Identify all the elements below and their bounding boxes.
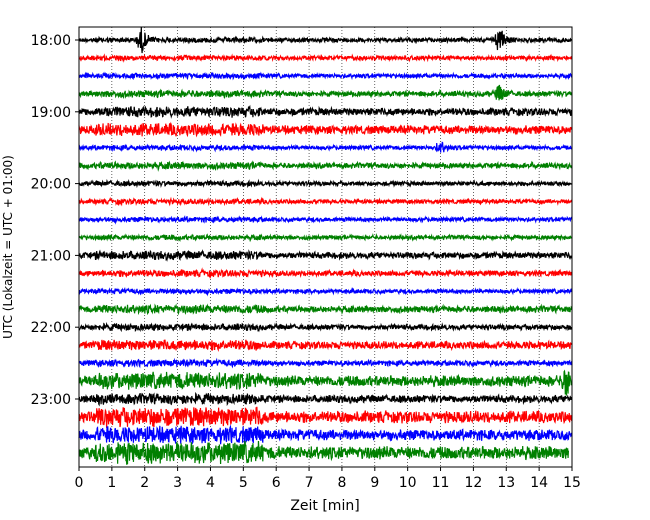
trace-row-1 (78, 53, 573, 63)
x-axis-title: Zeit [min] (290, 498, 359, 514)
trace-row-4 (78, 104, 573, 119)
x-tick-label-9: 9 (370, 475, 379, 491)
x-tick-label-11: 11 (432, 475, 450, 491)
vertical-grid (111, 27, 540, 467)
trace-row-2 (78, 71, 573, 81)
trace-row-20 (78, 391, 573, 407)
trace-row-14 (78, 286, 573, 297)
x-tick-label-1: 1 (107, 475, 116, 491)
trace-row-15 (78, 303, 573, 316)
x-tick-label-12: 12 (464, 475, 482, 491)
y-axis-ticks: 18:00 19:00 20:00 21:00 22:00 23:00 (31, 33, 79, 408)
y-tick-label-2: 20:00 (31, 177, 71, 193)
plot-frame (78, 26, 573, 468)
trace-row-23 (78, 440, 570, 465)
x-tick-label-2: 2 (140, 475, 149, 491)
x-tick-label-5: 5 (239, 475, 248, 491)
seismic-traces (78, 26, 573, 465)
trace-row-10 (78, 215, 573, 225)
trace-row-21 (78, 406, 573, 428)
trace-row-3 (78, 84, 573, 101)
y-tick-label-3: 21:00 (31, 248, 71, 264)
trace-row-0 (78, 26, 572, 54)
trace-row-11 (78, 233, 572, 243)
trace-row-18 (78, 357, 573, 369)
trace-row-9 (78, 196, 573, 207)
y-tick-label-1: 19:00 (31, 105, 71, 121)
x-tick-label-3: 3 (173, 475, 182, 491)
x-tick-label-7: 7 (305, 475, 314, 491)
trace-row-8 (78, 178, 573, 189)
x-tick-label-0: 0 (75, 475, 84, 491)
x-tick-label-14: 14 (530, 475, 548, 491)
x-tick-label-15: 15 (563, 475, 581, 491)
x-tick-label-13: 13 (497, 475, 515, 491)
x-axis-ticks: 0 1 2 3 4 5 6 7 8 9 10 11 12 13 14 15 (75, 467, 581, 491)
trace-row-12 (78, 249, 573, 262)
x-tick-label-8: 8 (337, 475, 346, 491)
trace-row-6 (78, 141, 572, 153)
y-tick-label-5: 23:00 (31, 392, 71, 408)
x-tick-label-4: 4 (206, 475, 215, 491)
y-axis-title: UTC (Lokalzeit = UTC + 01:00) (1, 155, 15, 339)
trace-row-19 (78, 369, 573, 396)
trace-row-7 (78, 160, 572, 172)
y-tick-label-4: 22:00 (31, 320, 71, 336)
x-tick-label-10: 10 (399, 475, 417, 491)
trace-row-13 (78, 267, 573, 280)
trace-row-17 (78, 339, 573, 353)
x-tick-label-6: 6 (272, 475, 281, 491)
trace-row-22 (78, 424, 573, 445)
trace-row-5 (78, 121, 572, 138)
y-tick-label-0: 18:00 (31, 33, 71, 49)
trace-row-16 (78, 321, 573, 333)
